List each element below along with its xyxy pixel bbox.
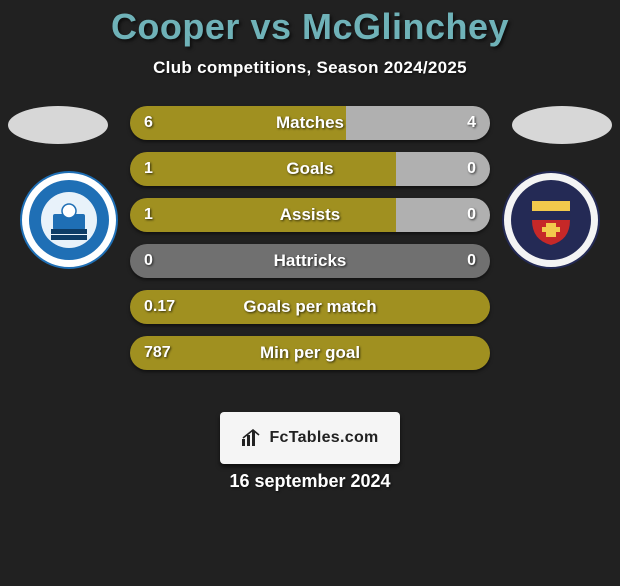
chart-icon <box>241 429 263 447</box>
player-right-ellipse <box>512 106 612 144</box>
stat-row: Goals per match0.17 <box>130 290 490 324</box>
stat-row: Hattricks00 <box>130 244 490 278</box>
bar-right <box>396 198 490 232</box>
bar-left <box>130 198 396 232</box>
subtitle: Club competitions, Season 2024/2025 <box>0 58 620 78</box>
bar-left <box>130 336 490 370</box>
tamworth-badge-icon <box>502 171 600 269</box>
stat-row: Assists10 <box>130 198 490 232</box>
bar-right <box>310 244 490 278</box>
bar-left <box>130 152 396 186</box>
branding-box[interactable]: FcTables.com <box>220 412 400 464</box>
branding-text: FcTables.com <box>269 429 378 447</box>
page-title: Cooper vs McGlinchey <box>0 6 620 48</box>
bar-left <box>130 106 346 140</box>
bar-right <box>346 106 490 140</box>
stat-row: Matches64 <box>130 106 490 140</box>
club-badge-left <box>20 171 118 269</box>
stat-row: Goals10 <box>130 152 490 186</box>
date-text: 16 september 2024 <box>0 471 620 492</box>
player-left-ellipse <box>8 106 108 144</box>
stats-panel: Matches64 Goals10 Assists10 Hattricks00 Goal… <box>130 106 490 382</box>
bar-right <box>396 152 490 186</box>
bar-left <box>130 244 310 278</box>
club-badge-right <box>502 171 600 269</box>
braintree-badge-icon <box>20 171 118 269</box>
stat-row: Min per goal787 <box>130 336 490 370</box>
bar-left <box>130 290 490 324</box>
